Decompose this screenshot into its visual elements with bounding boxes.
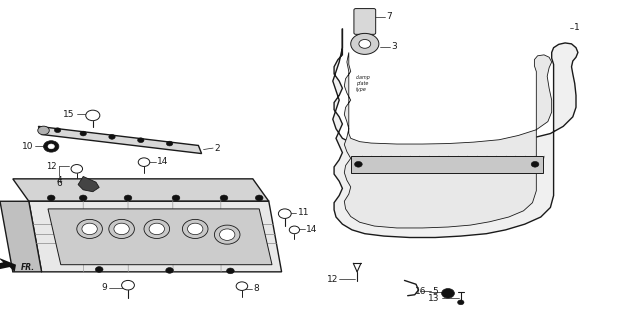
Circle shape: [80, 131, 86, 136]
Circle shape: [122, 281, 134, 290]
Text: 11: 11: [298, 208, 309, 217]
Circle shape: [95, 267, 103, 272]
Polygon shape: [0, 258, 16, 272]
Circle shape: [182, 219, 208, 238]
Circle shape: [77, 219, 102, 238]
Text: 9: 9: [101, 283, 107, 292]
Circle shape: [166, 141, 173, 146]
Text: 6: 6: [56, 179, 62, 188]
Circle shape: [236, 282, 248, 290]
Circle shape: [227, 268, 234, 274]
Circle shape: [44, 141, 59, 152]
Circle shape: [220, 195, 228, 201]
Circle shape: [172, 195, 180, 201]
Polygon shape: [48, 209, 272, 265]
Text: 1: 1: [574, 23, 580, 32]
Circle shape: [166, 268, 173, 273]
Circle shape: [355, 162, 362, 167]
Polygon shape: [29, 201, 282, 272]
Polygon shape: [333, 29, 578, 237]
Circle shape: [38, 126, 49, 135]
Circle shape: [255, 195, 263, 201]
Circle shape: [48, 144, 54, 149]
Circle shape: [79, 195, 87, 201]
Text: 16: 16: [415, 287, 427, 296]
Circle shape: [278, 209, 291, 219]
Text: 12: 12: [326, 274, 338, 284]
Polygon shape: [344, 52, 552, 228]
Circle shape: [220, 229, 235, 240]
Circle shape: [458, 300, 464, 305]
Text: 5: 5: [433, 287, 438, 296]
Circle shape: [214, 225, 240, 244]
Polygon shape: [0, 201, 42, 272]
FancyBboxPatch shape: [354, 9, 376, 34]
Circle shape: [47, 195, 55, 201]
Circle shape: [289, 226, 300, 234]
Circle shape: [442, 289, 454, 298]
Polygon shape: [78, 176, 99, 192]
Text: 2: 2: [214, 144, 220, 153]
Text: 14: 14: [157, 157, 168, 166]
Circle shape: [144, 219, 170, 238]
Text: clamp
plate
type: clamp plate type: [356, 75, 371, 92]
Text: 8: 8: [253, 284, 259, 293]
Text: 14: 14: [306, 225, 317, 234]
Circle shape: [82, 223, 97, 235]
Circle shape: [71, 165, 83, 173]
Polygon shape: [13, 179, 269, 201]
Circle shape: [109, 135, 115, 139]
Circle shape: [531, 162, 539, 167]
Circle shape: [188, 223, 203, 235]
Circle shape: [114, 223, 129, 235]
Polygon shape: [38, 126, 202, 153]
Circle shape: [138, 138, 144, 143]
Circle shape: [351, 33, 379, 54]
Circle shape: [149, 223, 164, 235]
Circle shape: [54, 128, 61, 133]
Text: FR.: FR.: [21, 263, 35, 272]
Text: 10: 10: [22, 142, 33, 151]
Text: 13: 13: [428, 294, 440, 303]
Circle shape: [124, 195, 132, 201]
Text: 15: 15: [63, 110, 75, 119]
Polygon shape: [351, 156, 543, 173]
Text: 3: 3: [392, 42, 397, 51]
Text: 7: 7: [387, 12, 392, 21]
Text: 12: 12: [46, 162, 56, 171]
Text: 4: 4: [56, 176, 62, 185]
Circle shape: [138, 158, 150, 166]
Circle shape: [359, 39, 371, 48]
Circle shape: [109, 219, 134, 238]
Circle shape: [86, 110, 100, 121]
